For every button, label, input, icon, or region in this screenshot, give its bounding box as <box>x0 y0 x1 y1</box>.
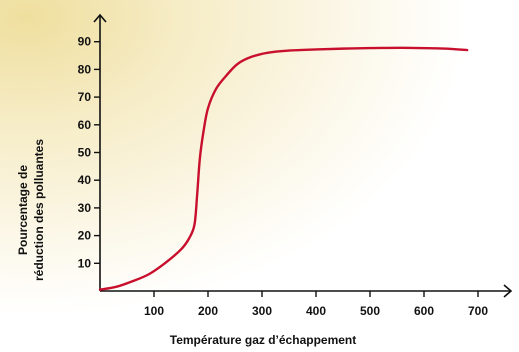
axes <box>93 13 513 298</box>
x-tick-label: 600 <box>414 304 434 318</box>
y-tick-label: 40 <box>78 173 92 187</box>
y-axis-label-line-1: Pourcentage de <box>16 165 30 255</box>
y-tick-label: 80 <box>78 62 92 76</box>
y-tick-label: 20 <box>78 229 92 243</box>
x-tick-label: 300 <box>252 304 272 318</box>
y-tick-label: 70 <box>78 90 92 104</box>
y-tick-label: 50 <box>78 146 92 160</box>
series <box>98 46 469 291</box>
x-axis-arrow <box>503 284 513 298</box>
y-ticks: 10 20 30 40 50 60 70 80 90 <box>78 35 100 270</box>
series-line <box>98 46 469 291</box>
y-tick-label: 60 <box>78 118 92 132</box>
y-axis-arrow <box>93 13 107 23</box>
y-tick-label: 30 <box>78 201 92 215</box>
x-axis-label: Température gaz d’échappement <box>170 333 357 347</box>
y-tick-label: 10 <box>78 256 92 270</box>
x-tick-label: 400 <box>306 304 326 318</box>
x-tick-label: 100 <box>144 304 164 318</box>
y-axis-label-line-2: réduction des polluantes <box>32 139 46 281</box>
x-tick-label: 200 <box>198 304 218 318</box>
x-tick-label: 700 <box>468 304 488 318</box>
x-ticks: 100 200 300 400 500 600 700 <box>144 291 488 318</box>
y-tick-label: 90 <box>78 35 92 49</box>
x-tick-label: 500 <box>360 304 380 318</box>
